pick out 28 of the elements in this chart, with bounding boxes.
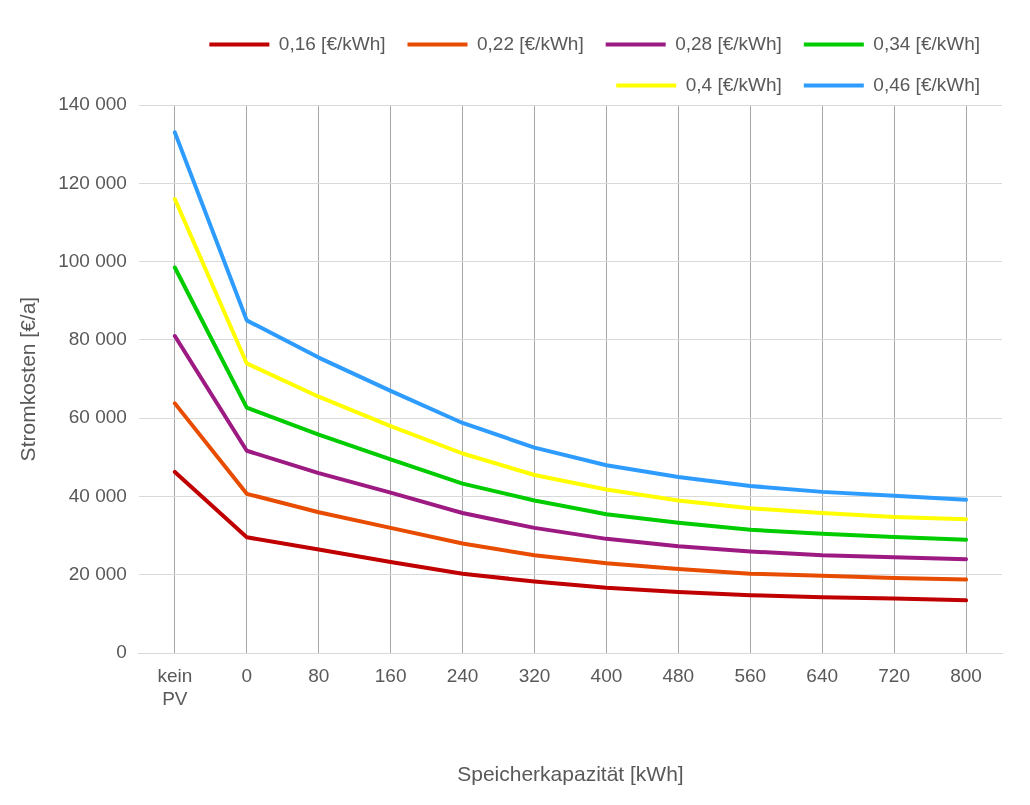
x-tick-label: kein PV: [157, 664, 193, 709]
y-tick-label: 40 000: [68, 484, 127, 506]
legend-label: 0,4 [€/kWh]: [685, 73, 782, 95]
y-tick-label: 0: [116, 641, 127, 663]
x-tick-label: 160: [374, 664, 407, 686]
legend-label: 0,22 [€/kWh]: [477, 32, 584, 54]
y-tick-label: 120 000: [58, 171, 127, 193]
legend-label: 0,34 [€/kWh]: [873, 32, 981, 54]
y-axis-title: Stromkosten [€/a]: [16, 296, 40, 462]
x-tick-label: 640: [806, 664, 839, 686]
x-tick-label: 560: [734, 664, 767, 686]
x-tick-label: 720: [878, 664, 910, 686]
x-tick-label: 240: [446, 664, 479, 686]
y-tick-label: 20 000: [68, 563, 127, 585]
legend-label: 0,16 [€/kWh]: [278, 32, 386, 54]
y-tick-label: 60 000: [68, 406, 127, 428]
legend-label: 0,28 [€/kWh]: [675, 32, 782, 54]
x-tick-label: 80: [308, 664, 330, 686]
legend-label: 0,46 [€/kWh]: [873, 73, 981, 95]
x-tick-label: 400: [590, 664, 623, 686]
x-tick-label: 480: [662, 664, 695, 686]
x-tick-label: 0: [241, 664, 253, 686]
x-axis-title: Speicherkapazität [kWh]: [457, 762, 684, 786]
y-tick-label: 140 000: [58, 93, 127, 115]
x-tick-label: 320: [518, 664, 551, 686]
y-tick-label: 100 000: [58, 249, 127, 271]
y-tick-label: 80 000: [68, 328, 127, 350]
x-tick-label: 800: [950, 664, 982, 686]
